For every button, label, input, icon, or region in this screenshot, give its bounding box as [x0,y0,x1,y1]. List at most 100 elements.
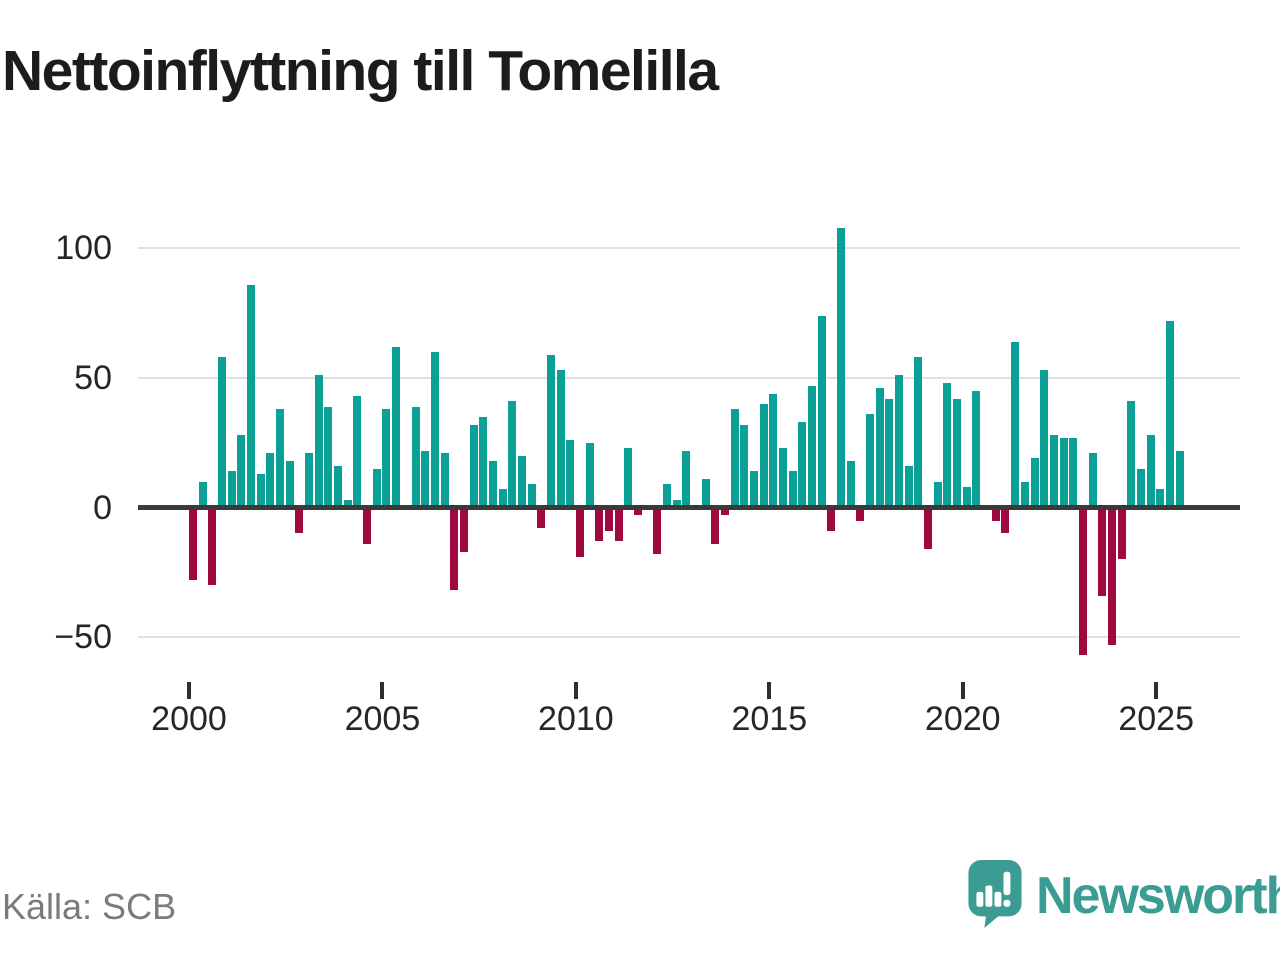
bar [895,375,904,508]
bar [846,460,855,508]
chart-title: Nettoinflyttning till Tomelilla [2,39,719,103]
bar [1011,341,1020,508]
bar [324,406,333,508]
bar [1175,450,1184,508]
bar [218,357,226,508]
bar [1107,507,1116,645]
bar [266,453,275,508]
bar [556,370,565,508]
y-axis-tick-label: 0 [93,488,112,527]
bar [808,385,816,508]
gridline [138,247,1240,250]
bar [295,507,304,534]
bar [633,507,642,516]
bar [585,442,594,508]
bar [1059,437,1068,508]
bar [953,398,962,508]
bar [411,406,420,508]
bar [479,416,488,508]
y-axis-tick-label: 50 [74,358,112,397]
source-text: Källa: SCB [2,886,177,927]
bar [247,284,255,508]
bar [595,507,604,542]
bar [440,453,449,508]
bar [314,375,323,508]
bar [1165,321,1174,508]
x-axis-tick [573,682,578,699]
bar [817,315,826,508]
bar [1117,507,1126,560]
y-axis-tick-label: −50 [54,618,112,657]
bar [837,227,845,508]
bar [575,507,584,557]
bar [904,466,913,508]
x-axis-tick [380,682,385,699]
bar [614,507,623,542]
bar [856,507,865,521]
bar [943,383,952,508]
bar [450,507,459,591]
bar [672,499,681,508]
bar [517,455,526,508]
x-axis-tick [1154,682,1159,699]
bar [372,468,381,508]
x-axis-tick-label: 2005 [344,700,421,738]
bar [653,507,662,555]
bar [227,471,236,508]
bar [798,422,807,508]
bar [604,507,613,531]
bar [1040,370,1049,508]
bar [1156,489,1165,508]
bar [353,396,362,508]
newsworthy-logo-icon [968,860,1022,928]
bar [469,424,478,508]
bar [508,401,517,508]
bar [914,357,923,508]
bar [827,507,836,531]
brand-name: Newsworthy [1036,867,1280,925]
bar [711,507,720,544]
x-axis-tick [960,682,965,699]
bar [256,473,265,508]
brand-logo: Newsworthy [962,858,1280,930]
bar [750,471,758,508]
bar [488,460,497,508]
bar [682,450,691,508]
x-axis-tick-label: 2000 [151,700,227,738]
x-axis-tick-label: 2025 [1118,700,1194,738]
bar [1069,437,1078,508]
bar [382,409,391,508]
bar [662,484,671,508]
bar [566,440,575,508]
bar [276,409,284,508]
bar [875,388,884,508]
bar [537,507,546,529]
gridline [138,636,1240,639]
bar [788,471,797,508]
x-axis-tick-label: 2015 [731,700,808,738]
bar [198,481,207,508]
bar [1001,507,1010,534]
gridline [138,376,1240,379]
bar [305,453,314,508]
x-axis-tick [767,682,772,699]
bar [421,450,430,508]
bar [924,507,933,549]
bar [392,346,401,508]
bar [730,409,739,508]
bar [546,354,555,508]
bar [343,499,352,508]
bar [498,489,507,508]
bar [866,414,874,508]
bar [208,507,217,586]
bar [285,460,294,508]
bar [459,507,468,552]
bar [1078,507,1087,656]
bar [972,390,981,508]
bar [334,466,343,508]
x-axis-tick-label: 2010 [538,700,614,738]
bar [624,447,633,508]
x-axis-tick [187,682,191,699]
bar [740,424,749,508]
